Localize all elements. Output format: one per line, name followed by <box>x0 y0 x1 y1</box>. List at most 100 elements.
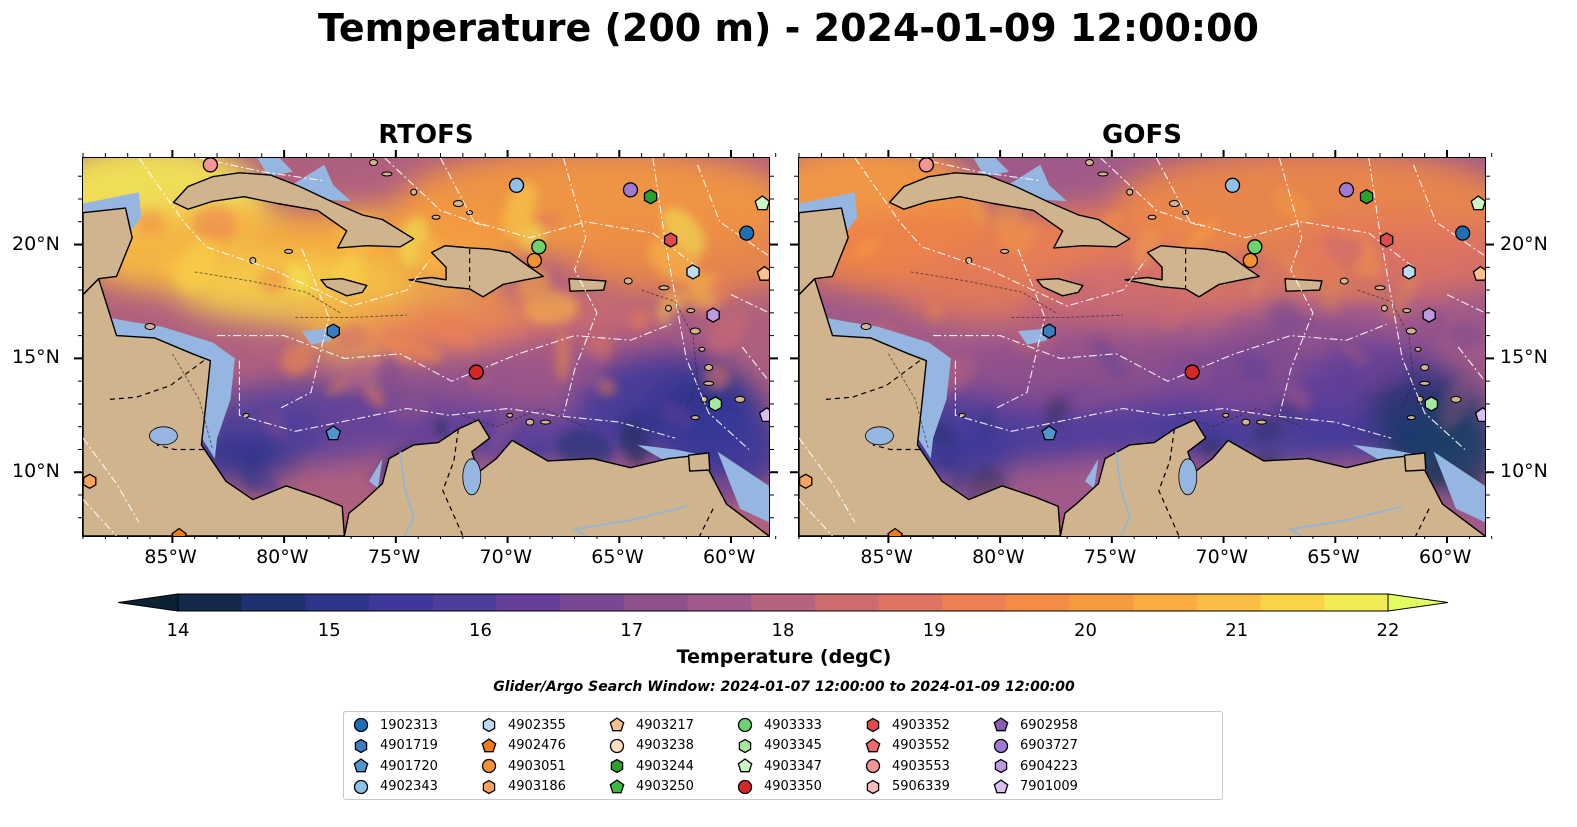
legend-item: 4902476 <box>480 736 566 756</box>
legend-label: 4903250 <box>636 779 694 794</box>
float-marker-4903186[interactable] <box>799 473 813 490</box>
float-marker-4903244[interactable] <box>1359 188 1374 205</box>
legend-label: 4903553 <box>892 758 950 774</box>
float-marker-4903553[interactable] <box>202 158 219 173</box>
pentagon-marker-icon <box>481 737 497 752</box>
float-marker-4903345[interactable] <box>1424 396 1439 412</box>
circle-marker-icon <box>737 779 753 794</box>
map-panel-gofs[interactable] <box>798 157 1486 537</box>
legend-label: 4902355 <box>508 717 566 733</box>
legend-item: 4902355 <box>480 715 566 735</box>
float-marker-4901720[interactable] <box>325 425 342 441</box>
colorbar-label: Temperature (degC) <box>676 646 892 668</box>
float-marker-4902343[interactable] <box>508 177 525 193</box>
float-marker-4903186[interactable] <box>83 473 97 490</box>
legend-item: 4901719 <box>352 736 438 756</box>
search-window-text: Glider/Argo Search Window: 2024-01-07 12… <box>493 679 1075 695</box>
float-marker-4903244[interactable] <box>643 188 658 205</box>
float-marker-7901009[interactable] <box>758 406 769 423</box>
float-markers <box>83 158 769 537</box>
colorbar-tick-label: 16 <box>469 620 492 641</box>
pentagon-marker-icon <box>609 717 625 732</box>
legend-item: 4903333 <box>736 715 822 735</box>
colorbar-tick-label: 14 <box>166 620 190 641</box>
float-marker-4901720[interactable] <box>1041 425 1058 441</box>
float-marker-6903727[interactable] <box>622 182 639 198</box>
float-marker-4903217[interactable] <box>1472 265 1485 281</box>
float-marker-4902355[interactable] <box>1402 264 1416 280</box>
circle-marker-icon <box>865 758 881 774</box>
float-marker-4902476[interactable] <box>887 527 903 537</box>
float-marker-7901009[interactable] <box>1474 406 1485 423</box>
legend-item: 4903345 <box>736 736 822 756</box>
legend-item: 4903352 <box>864 715 950 735</box>
lon-tick-label: 75°W <box>367 546 421 568</box>
float-marker-4903051[interactable] <box>1242 252 1259 269</box>
legend-label: 7901009 <box>1020 779 1078 794</box>
lon-tick-label: 75°W <box>1083 546 1137 568</box>
float-marker-4902343[interactable] <box>1224 177 1241 193</box>
colorbar-tick-label: 20 <box>1074 620 1097 641</box>
hexagon-marker-icon <box>994 758 1008 774</box>
lat-tick-label: 15°N <box>12 346 60 369</box>
lon-tick-label: 70°W <box>1195 546 1249 568</box>
circle-marker-icon <box>737 717 753 733</box>
float-marker-4903347[interactable] <box>754 195 769 211</box>
hexagon-marker-icon <box>866 779 880 794</box>
float-marker-4903333[interactable] <box>1247 239 1263 255</box>
legend-item: 6903727 <box>992 736 1078 756</box>
colorbar-tick-label: 21 <box>1225 620 1249 641</box>
float-marker-4903352[interactable] <box>663 232 678 248</box>
legend-item: 6902958 <box>992 715 1078 735</box>
float-marker-4902476[interactable] <box>171 527 187 537</box>
lat-tick-label: 10°N <box>1500 460 1548 483</box>
pentagon-marker-icon <box>737 758 753 773</box>
legend-item: 4903186 <box>480 777 566 797</box>
float-marker-6903727[interactable] <box>1338 182 1355 198</box>
float-marker-4903347[interactable] <box>1470 195 1485 211</box>
circle-marker-icon <box>353 779 369 794</box>
map-panel-rtofs[interactable] <box>82 157 770 537</box>
float-marker-4903352[interactable] <box>1379 232 1394 248</box>
float-marker-1902313[interactable] <box>739 225 755 241</box>
legend-item: 4903347 <box>736 756 822 776</box>
legend-item: 4902343 <box>352 777 438 797</box>
float-marker-4903553[interactable] <box>918 158 935 173</box>
legend-item: 4903250 <box>608 777 694 797</box>
panel-title-rtofs: RTOFS <box>378 120 474 150</box>
float-marker-4903345[interactable] <box>708 396 723 412</box>
legend-item: 6904223 <box>992 756 1078 776</box>
pentagon-marker-icon <box>865 737 881 752</box>
float-marker-4903051[interactable] <box>526 252 543 269</box>
lon-tick-label: 85°W <box>144 546 197 568</box>
hexagon-marker-icon <box>866 717 880 733</box>
float-marker-4903350[interactable] <box>468 364 484 380</box>
float-marker-4901719[interactable] <box>326 323 340 339</box>
hexagon-marker-icon <box>610 758 624 774</box>
colorbar-tick-label: 19 <box>922 620 946 641</box>
map-svg-rtofs <box>83 158 769 536</box>
colorbar-tick-label: 18 <box>771 620 795 641</box>
float-marker-6904223[interactable] <box>1422 307 1436 323</box>
float-marker-6904223[interactable] <box>706 307 720 323</box>
pentagon-marker-icon <box>609 778 625 793</box>
float-marker-4903333[interactable] <box>531 239 547 255</box>
float-marker-4903217[interactable] <box>756 265 769 281</box>
float-marker-4903350[interactable] <box>1184 364 1200 380</box>
legend-label: 4902476 <box>508 738 566 753</box>
hexagon-marker-icon <box>482 717 496 733</box>
float-marker-1902313[interactable] <box>1455 225 1471 241</box>
float-marker-4901719[interactable] <box>1042 323 1056 339</box>
circle-marker-icon <box>609 738 625 753</box>
lat-tick-label: 20°N <box>12 232 60 255</box>
legend-label: 4903345 <box>764 738 822 753</box>
float-markers <box>799 158 1485 537</box>
float-marker-4902355[interactable] <box>686 264 700 280</box>
panel-title-gofs: GOFS <box>1102 120 1182 150</box>
lon-tick-label: 60°W <box>1419 546 1472 568</box>
colorbar-tick-label: 17 <box>620 620 644 641</box>
lon-tick-label: 85°W <box>860 546 913 568</box>
legend-item: 4903244 <box>608 756 694 776</box>
hexagon-marker-icon <box>482 779 496 794</box>
legend-item: 4903553 <box>864 756 950 776</box>
